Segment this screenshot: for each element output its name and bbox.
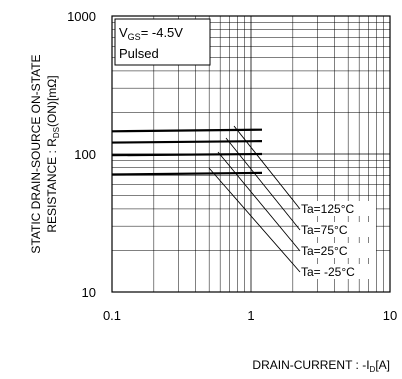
conditions-vgs-text: VGS= -4.5V	[119, 25, 183, 42]
series-label-bg	[299, 243, 376, 258]
plot-area-frame	[111, 15, 391, 293]
series-line	[111, 171, 263, 176]
conditions-box	[114, 18, 211, 66]
tick-labels: 0.1 1 10 10 100 1000	[67, 9, 397, 323]
x-tick-label: 0.1	[103, 308, 121, 323]
series-layer	[111, 128, 263, 176]
series-label: Ta=75°C	[301, 223, 348, 237]
series-line	[111, 128, 263, 133]
y-tick-label: 10	[82, 285, 96, 300]
x-tick-label: 1	[247, 308, 254, 323]
series-label-bg	[299, 201, 376, 216]
series-labels: Ta=125°C Ta=75°C Ta=25°C Ta= -25°C	[208, 125, 376, 279]
series-label-bg	[299, 222, 376, 237]
x-axis-label: DRAIN-CURRENT : -ID[A]	[252, 358, 390, 374]
series-label: Ta= -25°C	[301, 265, 355, 279]
series-leader-line	[225, 137, 301, 231]
series-line	[111, 140, 263, 144]
series-label: Ta=25°C	[301, 244, 348, 258]
series-label: Ta=125°C	[301, 202, 355, 216]
y-axis-label-line2: RESISTANCE : RDS(ON)[mΩ]	[45, 75, 61, 232]
series-leader-line	[217, 151, 301, 252]
x-tick-label: 10	[383, 308, 397, 323]
conditions-pulsed-text: Pulsed	[119, 46, 159, 61]
series-label-bg	[299, 264, 376, 279]
y-tick-label: 1000	[67, 9, 96, 24]
y-axis-label-line1: STATIC DRAIN-SOURCE ON-STATE	[29, 54, 43, 253]
y-tick-label: 100	[74, 147, 96, 162]
series-leader-line	[208, 167, 301, 273]
series-leader-line	[233, 125, 301, 210]
series-line	[111, 152, 263, 157]
